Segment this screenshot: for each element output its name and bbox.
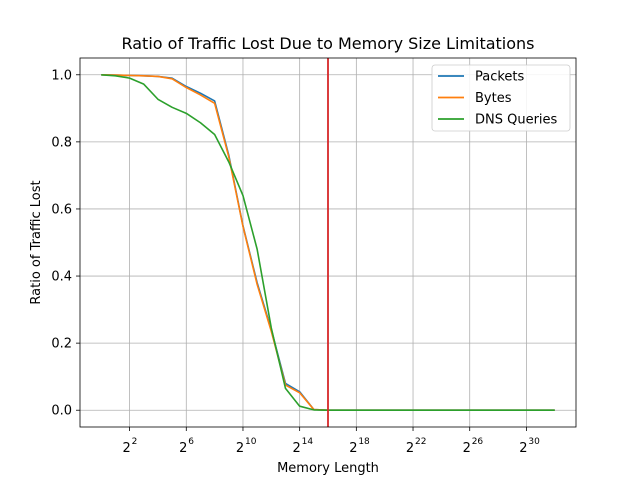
x-tick-label: 2 26	[463, 437, 484, 456]
y-axis-label: Ratio of Traffic Lost	[29, 180, 44, 304]
x-axis-ticks: 2 2 2 6 2 10 2 14 2 18 2 22 2 26 2 30	[122, 427, 540, 456]
x-tick-exponent: 18	[358, 437, 370, 447]
y-tick-label: 0.8	[51, 135, 72, 150]
x-tick-base: 2	[463, 441, 471, 456]
x-tick-base: 2	[349, 441, 357, 456]
y-tick-label: 0.0	[51, 404, 72, 419]
legend-label: Packets	[475, 70, 525, 85]
x-tick-exponent: 6	[188, 437, 194, 447]
x-tick-exponent: 30	[528, 437, 540, 447]
x-tick-base: 2	[122, 441, 130, 456]
y-tick-label: 1.0	[51, 68, 72, 83]
chart-title: Ratio of Traffic Lost Due to Memory Size…	[121, 34, 534, 53]
x-tick-label: 2 14	[293, 437, 314, 456]
legend-box	[431, 64, 571, 132]
x-tick-base: 2	[519, 441, 527, 456]
y-axis-ticks: 0.0 0.2 0.4 0.6 0.8 1.0	[51, 68, 80, 419]
x-tick-exponent: 14	[302, 437, 314, 447]
legend: Packets Bytes DNS Queries	[431, 64, 571, 132]
x-tick-label: 2 10	[236, 437, 257, 456]
x-tick-label: 2 18	[349, 437, 370, 456]
x-tick-base: 2	[179, 441, 187, 456]
legend-label: Bytes	[475, 91, 512, 106]
x-tick-exponent: 2	[132, 437, 138, 447]
x-axis-label: Memory Length	[277, 461, 379, 476]
y-tick-label: 0.4	[51, 270, 72, 285]
x-tick-base: 2	[293, 441, 301, 456]
y-tick-label: 0.6	[51, 202, 72, 217]
x-tick-base: 2	[406, 441, 414, 456]
x-tick-base: 2	[236, 441, 244, 456]
plot-area-frame	[79, 57, 577, 428]
x-tick-exponent: 26	[472, 437, 484, 447]
x-tick-label: 2 22	[406, 437, 427, 456]
legend-label: DNS Queries	[475, 113, 558, 128]
x-tick-label: 2 30	[519, 437, 540, 456]
x-tick-exponent: 10	[245, 437, 257, 447]
y-tick-label: 0.2	[51, 337, 72, 352]
x-tick-exponent: 22	[415, 437, 426, 447]
